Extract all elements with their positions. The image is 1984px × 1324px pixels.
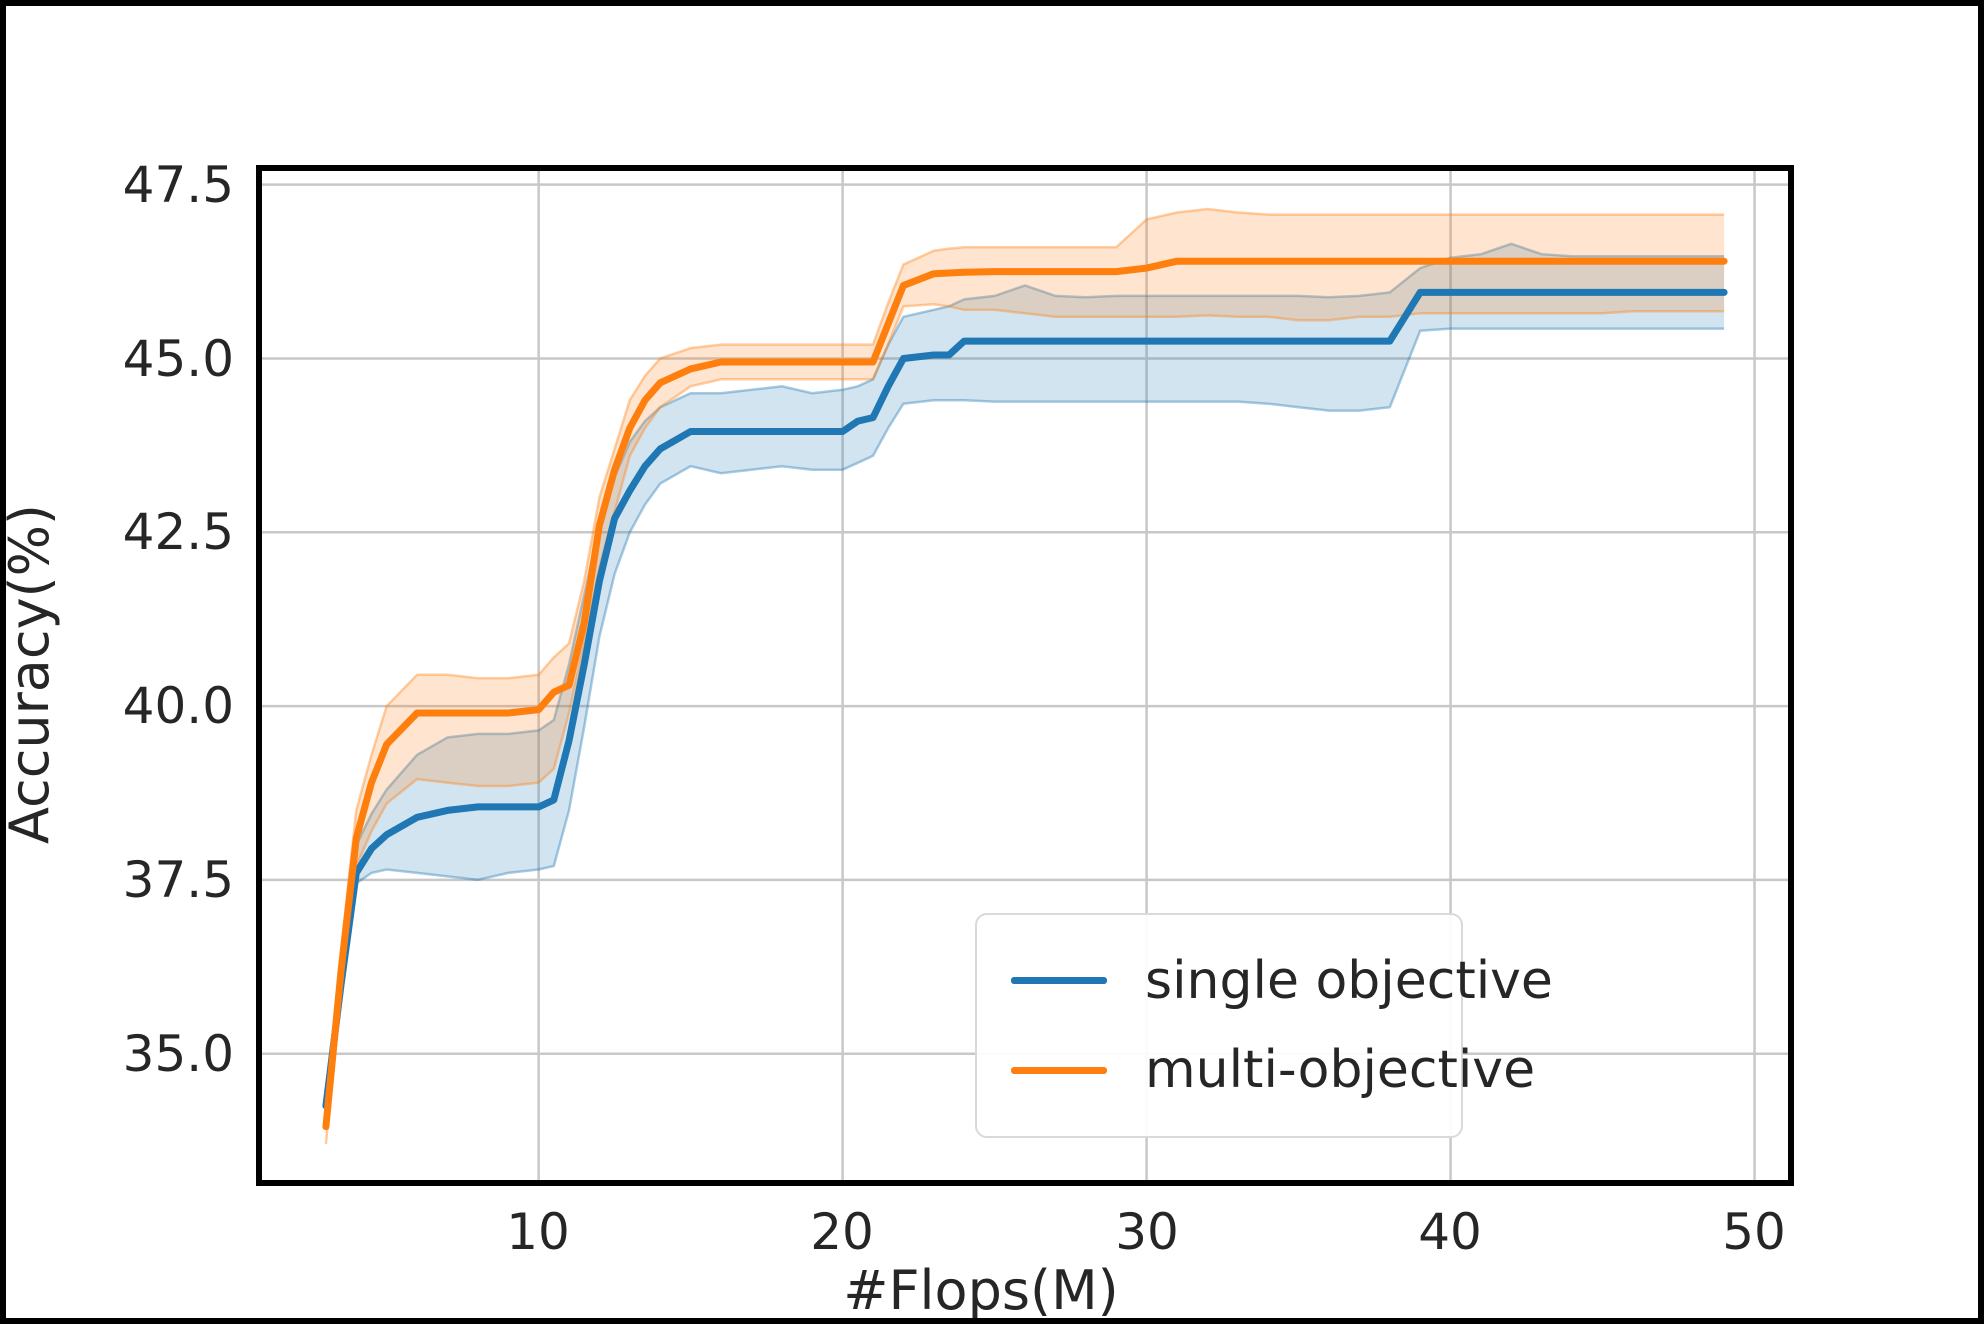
x-tick: 40 xyxy=(1418,1203,1482,1261)
legend: single objective multi-objective xyxy=(975,913,1553,1138)
y-tick: 42.5 xyxy=(123,503,234,561)
band-upper-edge-1 xyxy=(324,207,1725,1117)
x-tick: 30 xyxy=(1115,1203,1179,1261)
series-layer xyxy=(322,207,1728,1145)
band-lower-edge-0 xyxy=(324,327,1725,1117)
x-tick: 20 xyxy=(810,1203,874,1261)
series-line-1 xyxy=(322,257,1728,1131)
y-tick: 37.5 xyxy=(123,851,234,909)
plot-border xyxy=(256,165,1794,1186)
legend-item-multi-objective: multi-objective xyxy=(1011,1040,1535,1100)
x-axis-label: #Flops(M) xyxy=(843,1259,1118,1322)
multi-objective-line-swatch xyxy=(1011,1066,1107,1074)
chart-svg: 47.5 45.0 42.5 40.0 37.5 35.0 10 20 30 4… xyxy=(6,156,1794,1322)
band-lower-edge-1 xyxy=(324,303,1725,1145)
legend-label: multi-objective xyxy=(1145,1040,1536,1101)
y-tick: 47.5 xyxy=(123,156,234,214)
y-tick: 45.0 xyxy=(123,330,234,388)
series-line-0 xyxy=(322,288,1728,1110)
gridlines xyxy=(259,168,1791,1183)
x-tick: 50 xyxy=(1722,1203,1786,1261)
y-axis-label: Accuracy(%) xyxy=(6,504,61,844)
single-objective-line-swatch xyxy=(1011,977,1107,985)
confidence-band-0 xyxy=(325,243,1725,1117)
legend-item-single-objective: single objective xyxy=(1011,951,1553,1011)
legend-label: single objective xyxy=(1145,950,1553,1011)
x-tick-labels: 10 20 30 40 50 xyxy=(506,1203,1786,1261)
confidence-band-1 xyxy=(325,209,1725,1145)
x-tick: 10 xyxy=(506,1203,570,1261)
y-tick-labels: 47.5 45.0 42.5 40.0 37.5 35.0 xyxy=(123,156,234,1083)
y-tick: 35.0 xyxy=(123,1025,234,1083)
y-tick: 40.0 xyxy=(123,677,234,735)
